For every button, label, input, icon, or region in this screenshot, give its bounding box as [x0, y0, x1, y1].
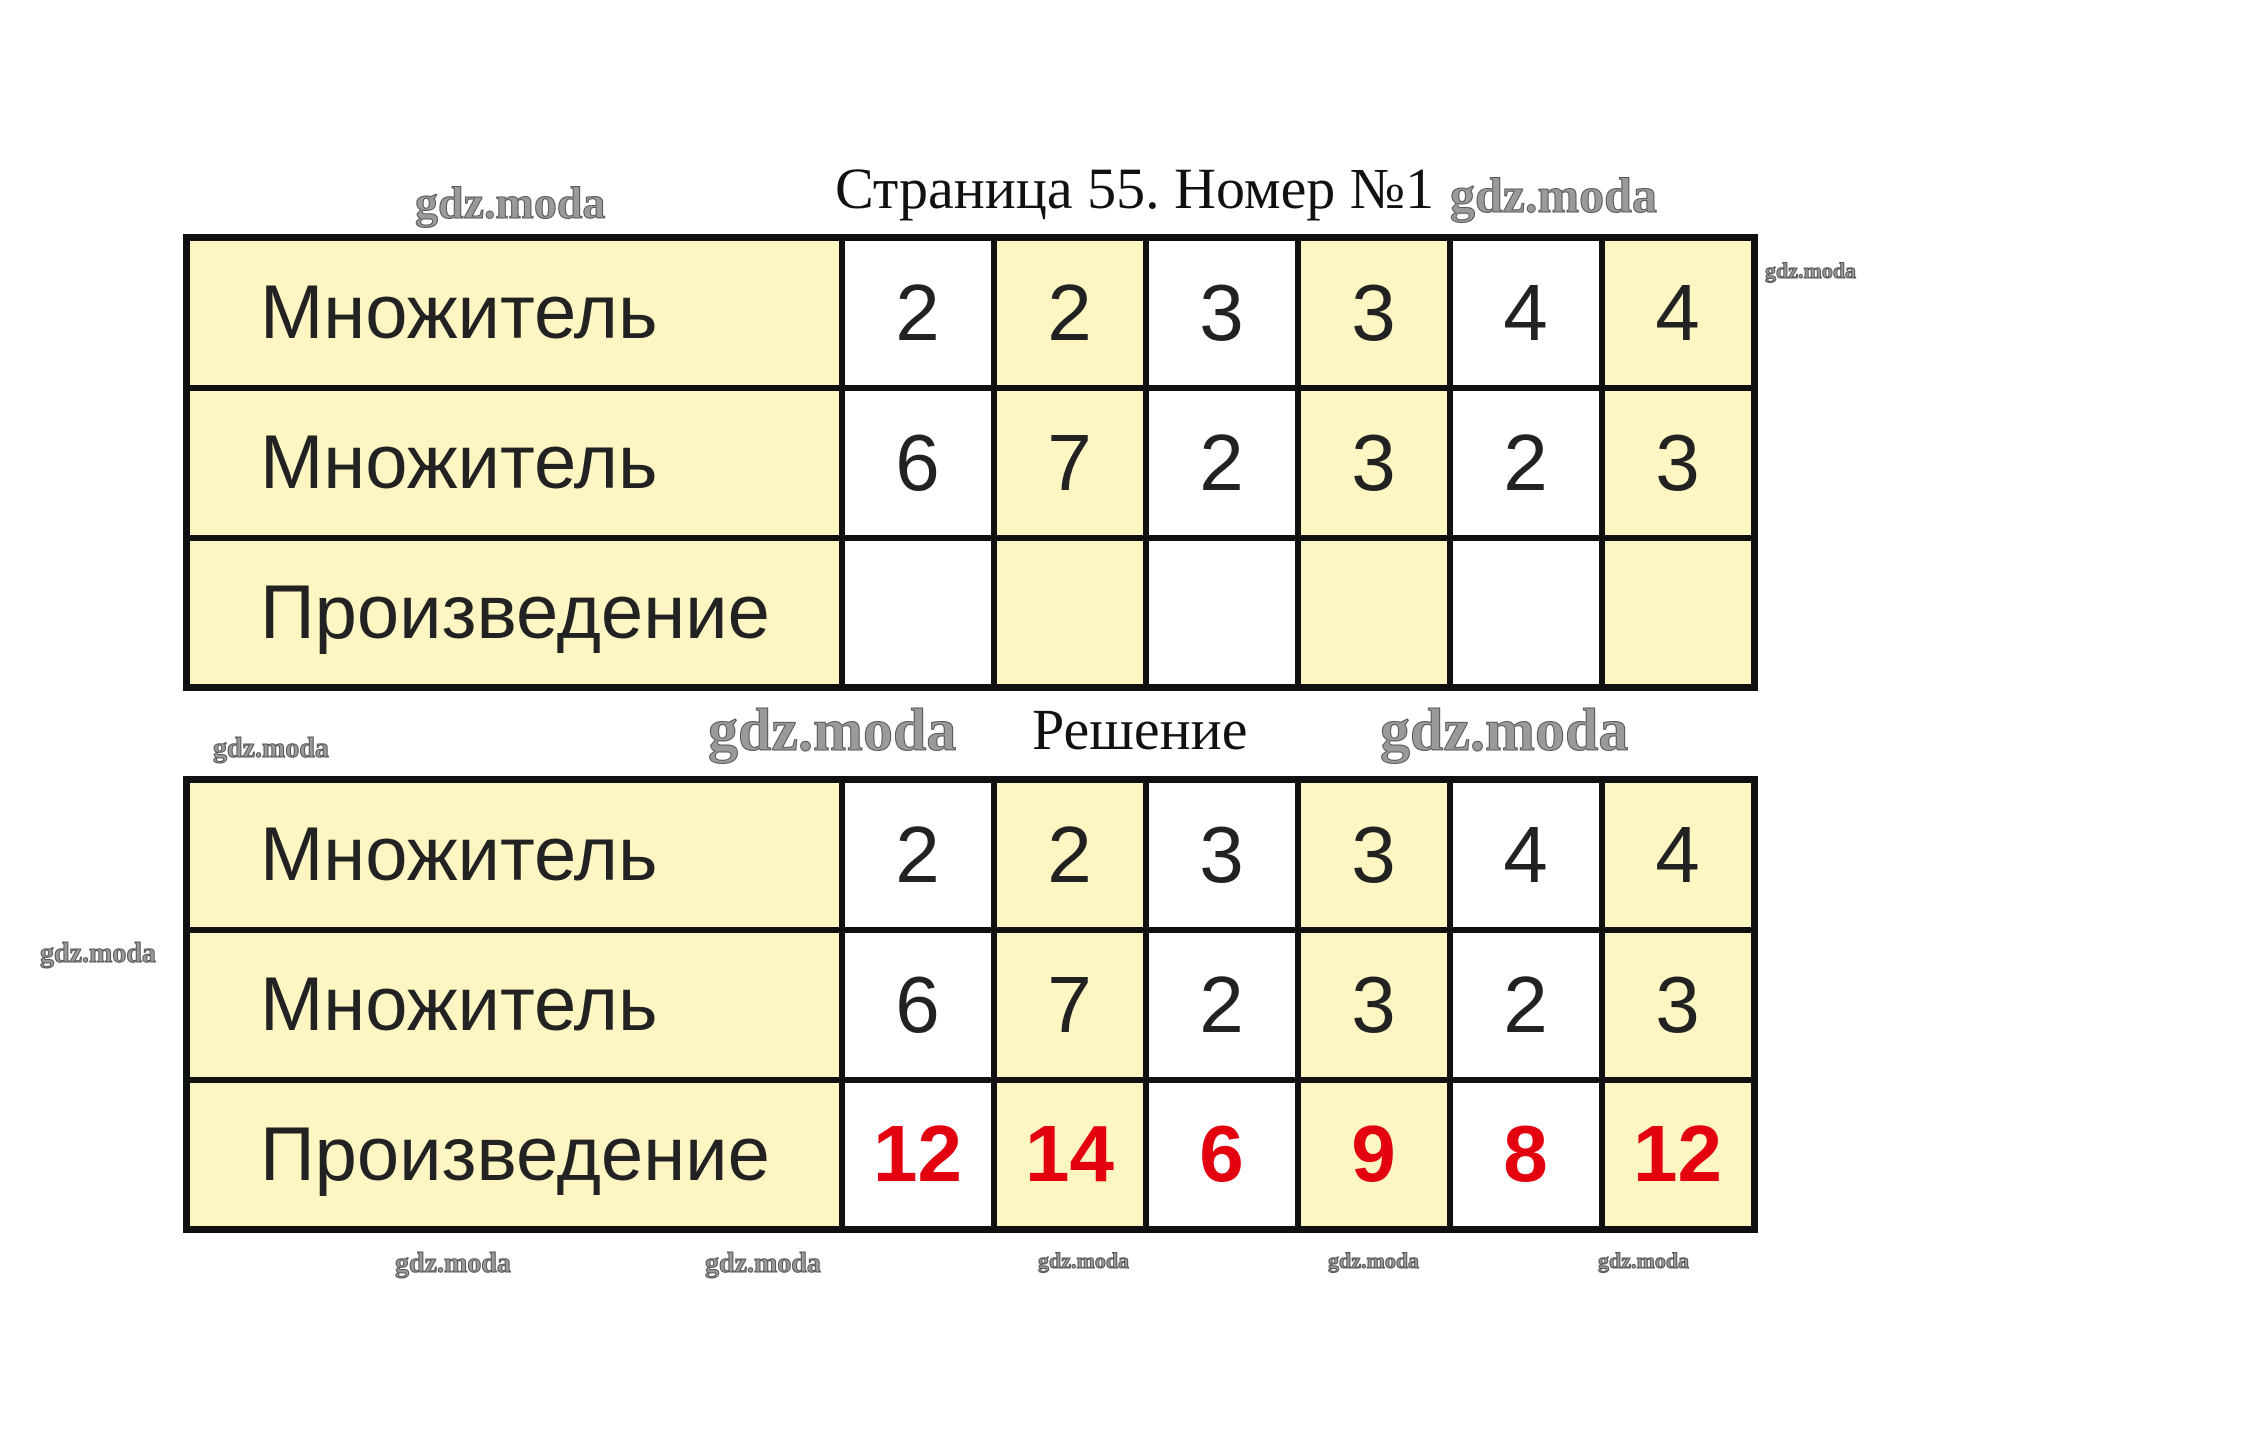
factor-cell: 2 [990, 776, 1149, 933]
watermark: gdz.moda [1597, 1248, 1690, 1273]
factor-cell: 3 [1142, 776, 1301, 933]
watermark: gdz.moda [1327, 1248, 1420, 1273]
factor-cell: 3 [1294, 234, 1453, 391]
product-cell [1598, 534, 1757, 691]
factor-cell: 2 [1142, 384, 1301, 541]
table-row: Произведение 12 14 6 9 8 12 [183, 1076, 1757, 1233]
product-cell: 6 [1142, 1076, 1301, 1233]
factor-cell: 3 [1142, 234, 1301, 391]
factor-cell: 2 [838, 776, 997, 933]
watermark: gdz.moda [213, 733, 330, 764]
factor-cell: 4 [1598, 776, 1757, 933]
row-label: Множитель [183, 926, 845, 1083]
factor-cell: 2 [1142, 926, 1301, 1083]
watermark: gdz.moda [395, 1248, 512, 1279]
task-table: Множитель 2 2 3 3 4 4 Множитель 6 7 2 3 2 3 Произведен… [183, 234, 1758, 691]
factor-cell: 4 [1446, 776, 1605, 933]
table-row: Множитель 2 2 3 3 4 4 [183, 234, 1757, 391]
product-cell: 14 [990, 1076, 1149, 1233]
product-cell [1142, 534, 1301, 691]
row-label: Множитель [183, 234, 845, 391]
watermark: gdz.moda [1379, 697, 1629, 763]
watermark: gdz.moda [1037, 1248, 1130, 1273]
factor-cell: 3 [1294, 384, 1453, 541]
watermark: gdz.moda [1764, 258, 1857, 283]
row-label: Множитель [183, 384, 845, 541]
table-row: Произведение [183, 534, 1757, 691]
product-cell [1294, 534, 1453, 691]
factor-cell: 2 [838, 234, 997, 391]
factor-cell: 2 [1446, 384, 1605, 541]
table-row: Множитель 6 7 2 3 2 3 [183, 384, 1757, 541]
table-row: Множитель 6 7 2 3 2 3 [183, 926, 1757, 1083]
factor-cell: 2 [990, 234, 1149, 391]
product-cell: 8 [1446, 1076, 1605, 1233]
product-cell: 9 [1294, 1076, 1453, 1233]
factor-cell: 3 [1294, 776, 1453, 933]
row-label: Множитель [183, 776, 845, 933]
product-cell: 12 [838, 1076, 997, 1233]
solution-table: Множитель 2 2 3 3 4 4 Множитель 6 7 2 3 2 3 Произведен… [183, 776, 1758, 1233]
row-label: Произведение [183, 534, 845, 691]
factor-cell: 3 [1294, 926, 1453, 1083]
factor-cell: 4 [1446, 234, 1605, 391]
factor-cell: 3 [1598, 926, 1757, 1083]
factor-cell: 6 [838, 384, 997, 541]
factor-cell: 7 [990, 384, 1149, 541]
product-cell [838, 534, 997, 691]
factor-cell: 2 [1446, 926, 1605, 1083]
factor-cell: 7 [990, 926, 1149, 1083]
factor-cell: 3 [1598, 384, 1757, 541]
product-cell [1446, 534, 1605, 691]
row-label: Произведение [183, 1076, 845, 1233]
page-title: Страница 55. Номер №1 [835, 156, 1435, 221]
product-cell: 12 [1598, 1076, 1757, 1233]
watermark: gdz.moda [414, 177, 606, 228]
factor-cell: 6 [838, 926, 997, 1083]
solution-heading: Решение [1032, 697, 1248, 762]
watermark: gdz.moda [705, 1248, 822, 1279]
watermark: gdz.moda [707, 697, 957, 763]
watermark: gdz.moda [40, 938, 157, 969]
table-row: Множитель 2 2 3 3 4 4 [183, 776, 1757, 933]
watermark: gdz.moda [1450, 167, 1658, 223]
factor-cell: 4 [1598, 234, 1757, 391]
product-cell [990, 534, 1149, 691]
